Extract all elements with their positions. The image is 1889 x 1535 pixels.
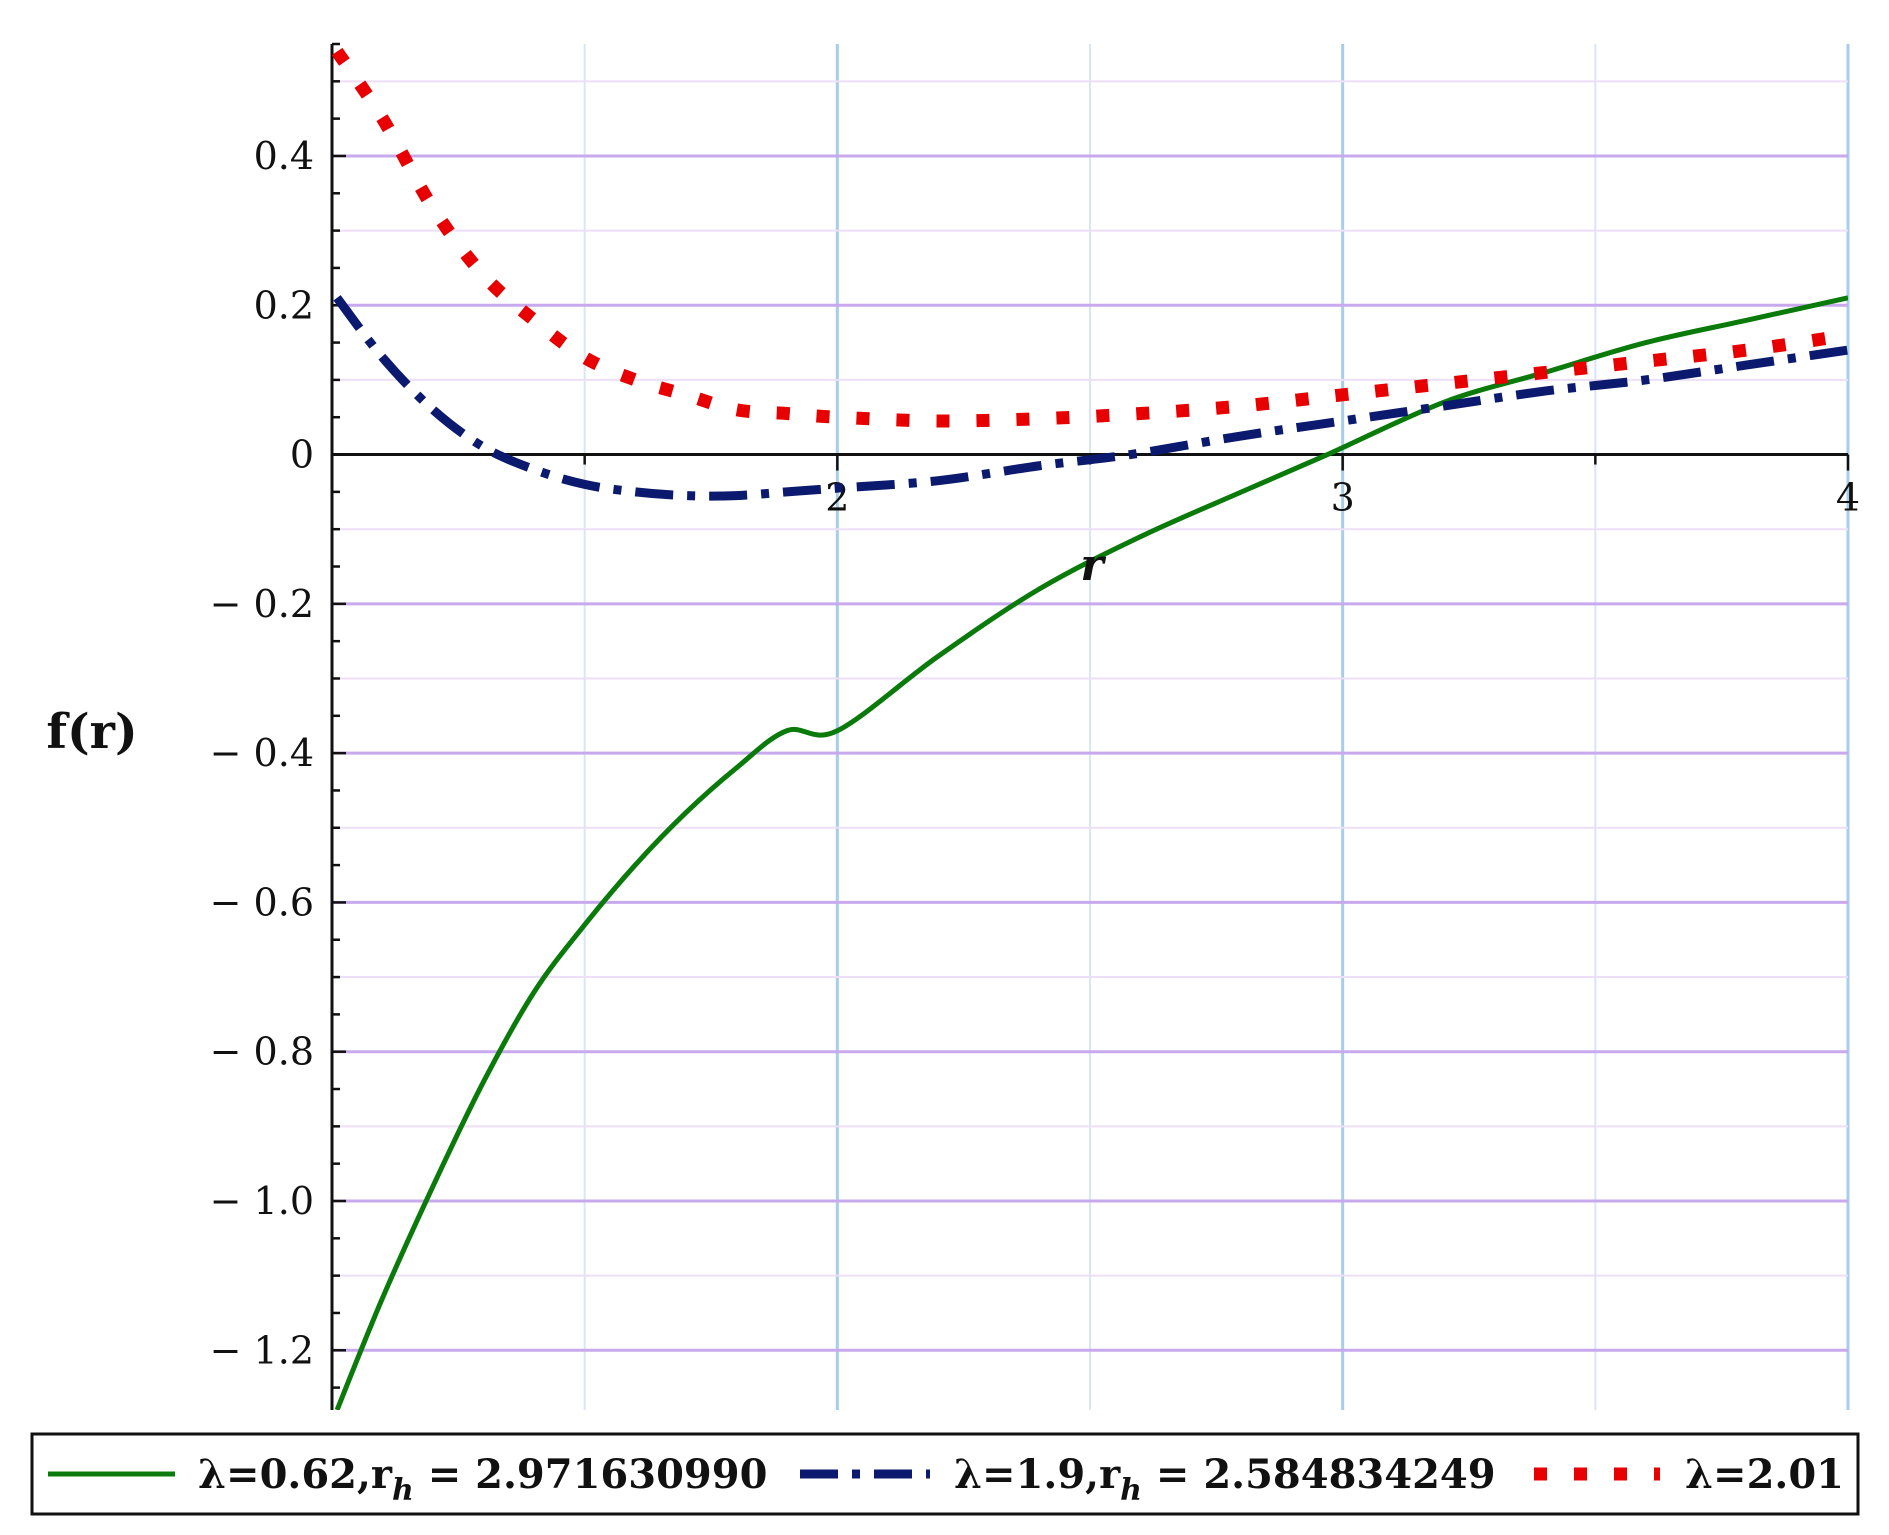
axes — [330, 42, 1850, 1410]
y-tick-label: 0.2 — [254, 283, 314, 327]
y-tick-label: − 1.2 — [210, 1328, 314, 1372]
y-axis-title: f(r) — [46, 704, 137, 760]
y-tick-label: − 0.8 — [210, 1030, 314, 1074]
y-tick-label: − 1.0 — [210, 1179, 314, 1223]
legend-entry-1: λ=0.62,rh = 2.971630990 — [198, 1451, 767, 1508]
legend-entry-2: λ=1.9,rh = 2.584834249 — [954, 1451, 1496, 1508]
legend-box — [30, 1432, 1860, 1516]
tick-labels: 0.4 0.2 0 − 0.2 − 0.4 − 0.6 − 0.8 − 1.0 − 1.2 2 3 4 — [210, 134, 1860, 1372]
x-tick-label: 3 — [1331, 476, 1355, 520]
x-axis-title: r — [1080, 540, 1106, 591]
y-tick-label: 0.4 — [254, 134, 314, 178]
series-line-3 — [332, 47, 1848, 428]
y-tick-label: − 0.6 — [210, 880, 314, 924]
series-line-2 — [333, 295, 1848, 501]
y-tick-label: − 0.4 — [210, 731, 314, 775]
series-lines — [332, 47, 1848, 1410]
grid — [330, 44, 1850, 1410]
y-tick-label: − 0.2 — [210, 582, 314, 626]
y-tick-label: 0 — [290, 433, 314, 477]
series-line-1 — [334, 295, 1848, 1410]
x-tick-label: 2 — [825, 476, 849, 520]
x-tick-label: 4 — [1836, 476, 1860, 520]
legend-entry-3: λ=2.01 — [1685, 1451, 1844, 1498]
legend: λ=0.62,rh = 2.971630990 λ=1.9,rh = 2.5848… — [30, 1432, 1860, 1516]
